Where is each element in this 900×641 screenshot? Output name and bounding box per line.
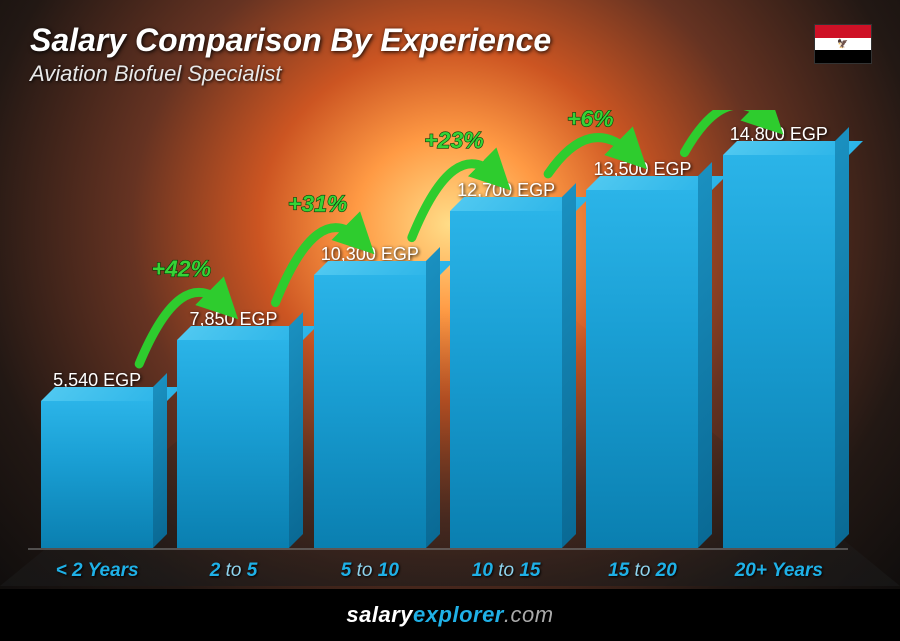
bar-0: 5,540 EGP [38, 110, 156, 548]
flag-emblem: 🦅 [837, 39, 848, 50]
flag-stripe-black [815, 50, 871, 63]
bar-front-face [723, 155, 835, 548]
bar-front-face [314, 275, 426, 548]
chart-baseline [28, 548, 848, 550]
brand-part-3: .com [504, 602, 554, 627]
category-label: 15 to 20 [583, 560, 701, 582]
bar-5: 14,800 EGP [720, 110, 838, 548]
bar-front-face [450, 211, 562, 548]
bar-side-face [153, 373, 167, 548]
bar-3d [177, 340, 289, 548]
categories-container: < 2 Years 2 to 5 5 to 10 10 to 15 15 to 20 20… [38, 560, 838, 582]
bar-3d [723, 155, 835, 548]
bars-container: 5,540 EGP7,850 EGP10,300 EGP12,700 EGP13… [38, 110, 838, 548]
bar-3d [41, 401, 153, 548]
chart-title: Salary Comparison By Experience [30, 22, 551, 59]
bar-3d [450, 211, 562, 548]
bar-side-face [835, 127, 849, 548]
bar-3d [586, 190, 698, 548]
flag-stripe-white: 🦅 [815, 38, 871, 51]
footer: salaryexplorer.com [0, 589, 900, 641]
brand-logo: salaryexplorer.com [346, 602, 553, 628]
bar-front-face [177, 340, 289, 548]
header: Salary Comparison By Experience Aviation… [30, 22, 551, 87]
chart-subtitle: Aviation Biofuel Specialist [30, 61, 551, 87]
category-label: 20+ Years [720, 560, 838, 582]
bar-2: 10,300 EGP [311, 110, 429, 548]
bar-side-face [698, 162, 712, 548]
bar-1: 7,850 EGP [174, 110, 292, 548]
category-label: 10 to 15 [447, 560, 565, 582]
flag-stripe-red [815, 25, 871, 38]
category-label: 5 to 10 [311, 560, 429, 582]
bar-side-face [562, 183, 576, 548]
bar-side-face [289, 312, 303, 548]
brand-part-1: salary [346, 602, 413, 627]
bar-front-face [41, 401, 153, 548]
bar-4: 13,500 EGP [583, 110, 701, 548]
bar-chart: 5,540 EGP7,850 EGP10,300 EGP12,700 EGP13… [38, 110, 838, 576]
bar-3d [314, 275, 426, 548]
category-label: 2 to 5 [174, 560, 292, 582]
flag-egypt: 🦅 [814, 24, 872, 64]
bar-side-face [426, 247, 440, 548]
brand-part-2: explorer [413, 602, 504, 627]
category-label: < 2 Years [38, 560, 156, 582]
bar-3: 12,700 EGP [447, 110, 565, 548]
bar-front-face [586, 190, 698, 548]
